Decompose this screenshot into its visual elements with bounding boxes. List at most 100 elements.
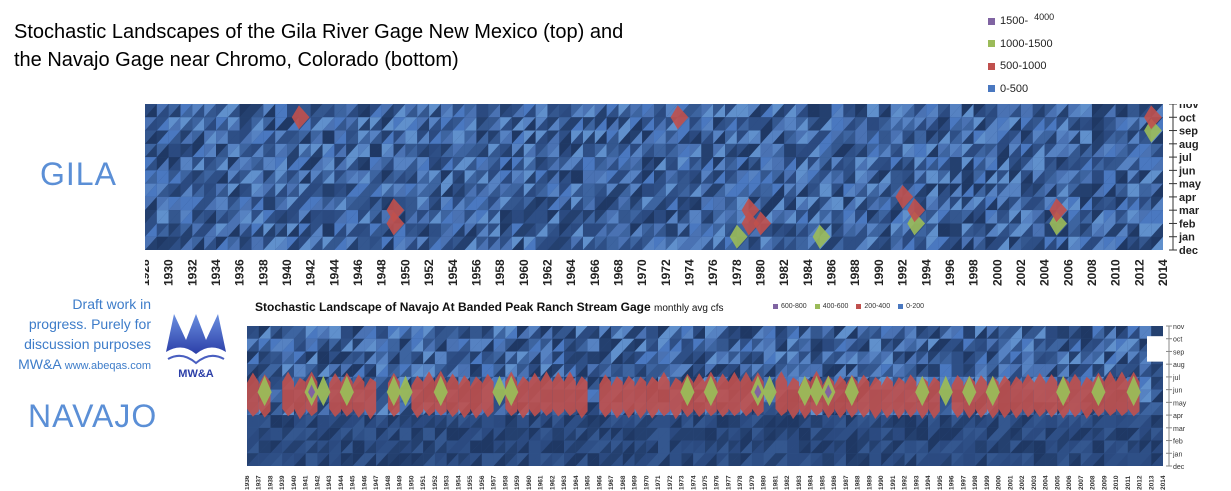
navajo-year-label-1959: 1959: [514, 475, 521, 490]
navajo-year-label-1944: 1944: [338, 475, 345, 490]
gila-highlight-9: [907, 198, 926, 223]
navajo-year-label-2009: 2009: [1101, 475, 1108, 490]
navajo-year-label-2011: 2011: [1125, 476, 1132, 490]
navajo-legend-item-1: 600-800: [773, 303, 807, 310]
gila-label: GILA: [40, 156, 117, 192]
title-line-2b: o (bottom): [367, 49, 459, 71]
navajo-runoff-2009: [1104, 371, 1117, 417]
gila-year-label-2000: 2000: [990, 259, 1004, 286]
gila-highlight-7: [895, 184, 914, 209]
gila-year-label-1960: 1960: [517, 259, 531, 286]
navajo-year-label-2001: 2001: [1007, 475, 1014, 490]
navajo-wet-2008: [1091, 375, 1106, 407]
navajo-year-label-1973: 1973: [679, 475, 686, 490]
gila-year-label-1958: 1958: [493, 259, 507, 286]
navajo-year-label-2010: 2010: [1113, 475, 1120, 490]
gila-year-label-1940: 1940: [280, 259, 294, 286]
gila-legend: 1500- 4000 1000-1500 500-1000 0-500: [988, 10, 1138, 100]
gila-year-label-1942: 1942: [304, 259, 318, 286]
navajo-runoff-1959: [517, 376, 529, 419]
navajo-wet-1995: [938, 375, 953, 407]
navajo-wet-1983: [797, 375, 812, 407]
navajo-runoff-1978: [740, 371, 752, 417]
navajo-runoff-1977: [728, 371, 741, 417]
navajo-year-label-1995: 1995: [937, 475, 944, 490]
navajo-wet-1949: [398, 375, 413, 407]
gila-highlight-0: [291, 105, 310, 130]
navajo-month-label-jul: jul: [1172, 375, 1180, 382]
legend-swatch-blue: [898, 304, 904, 309]
navajo-runoff-1992: [904, 374, 917, 418]
draft-line-1: Draft work in: [72, 296, 151, 312]
navajo-year-label-1970: 1970: [643, 475, 650, 490]
gila-year-label-1946: 1946: [351, 259, 365, 286]
navajo-year-label-1943: 1943: [326, 475, 333, 490]
draft-url: www.abeqas.com: [64, 360, 151, 372]
navajo-year-label-1961: 1961: [538, 475, 545, 490]
gila-year-label-1966: 1966: [588, 259, 602, 286]
gila-month-label-mar: mar: [1179, 205, 1200, 217]
navajo-month-label-aug: aug: [1173, 362, 1185, 369]
legend-label: 0-200: [906, 303, 925, 310]
gila-highlight-5: [741, 211, 760, 236]
gila-year-label-1992: 1992: [896, 259, 910, 286]
legend-swatch-blue: [988, 85, 995, 93]
navajo-year-label-1974: 1974: [690, 475, 697, 490]
gila-month-label-aug: aug: [1179, 139, 1199, 151]
gila-highlight-11: [1049, 198, 1068, 223]
gila-highlight-6: [753, 211, 772, 236]
navajo-year-label-2013: 2013: [1148, 475, 1155, 490]
gila-year-label-1978: 1978: [730, 259, 744, 286]
gila-legend-item-4: 0-500: [988, 78, 1138, 101]
navajo-year-label-1985: 1985: [819, 475, 826, 490]
gila-year-label-1932: 1932: [185, 259, 199, 286]
navajo-runoff-1956: [481, 373, 494, 418]
navajo-year-label-1999: 1999: [984, 475, 991, 490]
navajo-month-labels: nov oct sep aug jul jun may apr mar feb jan dec: [1166, 324, 1187, 471]
navajo-runoff-2000: [998, 375, 1011, 419]
navajo-year-label-1998: 1998: [972, 475, 979, 490]
navajo-month-label-may: may: [1173, 400, 1187, 407]
legend-swatch-purple: [988, 17, 995, 25]
gila-highlight-13: [1144, 105, 1162, 130]
navajo-runoff-1998: [975, 375, 987, 419]
navajo-wet-1952: [433, 375, 448, 407]
navajo-runoff-1989: [869, 377, 882, 419]
gila-year-label-1950: 1950: [398, 259, 412, 286]
navajo-runoff-1969: [634, 376, 647, 419]
gila-year-label-1928: 1928: [145, 259, 152, 286]
gila-month-label-apr: apr: [1179, 192, 1197, 204]
gila-year-label-1956: 1956: [469, 259, 483, 286]
navajo-runoff-1936: [247, 372, 259, 417]
navajo-year-label-1980: 1980: [761, 475, 768, 490]
legend-swatch-purple: [773, 304, 778, 309]
navajo-runoff-1991: [892, 377, 905, 419]
navajo-runoff-1970: [646, 376, 659, 419]
legend-swatch-red: [856, 304, 862, 309]
navajo-runoff-2004: [1045, 374, 1058, 418]
navajo-year-label-1947: 1947: [373, 475, 380, 490]
navajo-wet-1993: [915, 375, 930, 407]
navajo-year-label-2008: 2008: [1090, 475, 1097, 490]
navajo-wet-1958: [504, 375, 519, 407]
navajo-year-label-1976: 1976: [714, 475, 721, 490]
navajo-wet-1937: [257, 375, 272, 407]
navajo-peak-1979: [754, 384, 762, 399]
gila-year-label-1948: 1948: [375, 259, 389, 286]
navajo-runoff-1990: [881, 375, 893, 419]
navajo-year-label-1946: 1946: [361, 475, 368, 490]
mwa-logo: MW&A: [166, 314, 226, 380]
navajo-wet-2011: [1126, 375, 1141, 407]
navajo-year-label-1951: 1951: [420, 475, 427, 490]
gila-year-label-1930: 1930: [162, 259, 176, 286]
draft-note: Draft work in progress. Purely for discu…: [0, 294, 151, 376]
navajo-month-label-sep: sep: [1173, 349, 1184, 356]
legend-swatch-red: [988, 62, 995, 70]
navajo-year-label-1949: 1949: [397, 475, 404, 490]
legend-swatch-green: [988, 40, 995, 48]
gila-month-label-nov: nov: [1179, 104, 1199, 111]
navajo-runoff-1939: [282, 371, 294, 417]
navajo-year-label-1988: 1988: [855, 475, 862, 490]
draft-line-3: discussion purposes: [24, 336, 151, 352]
